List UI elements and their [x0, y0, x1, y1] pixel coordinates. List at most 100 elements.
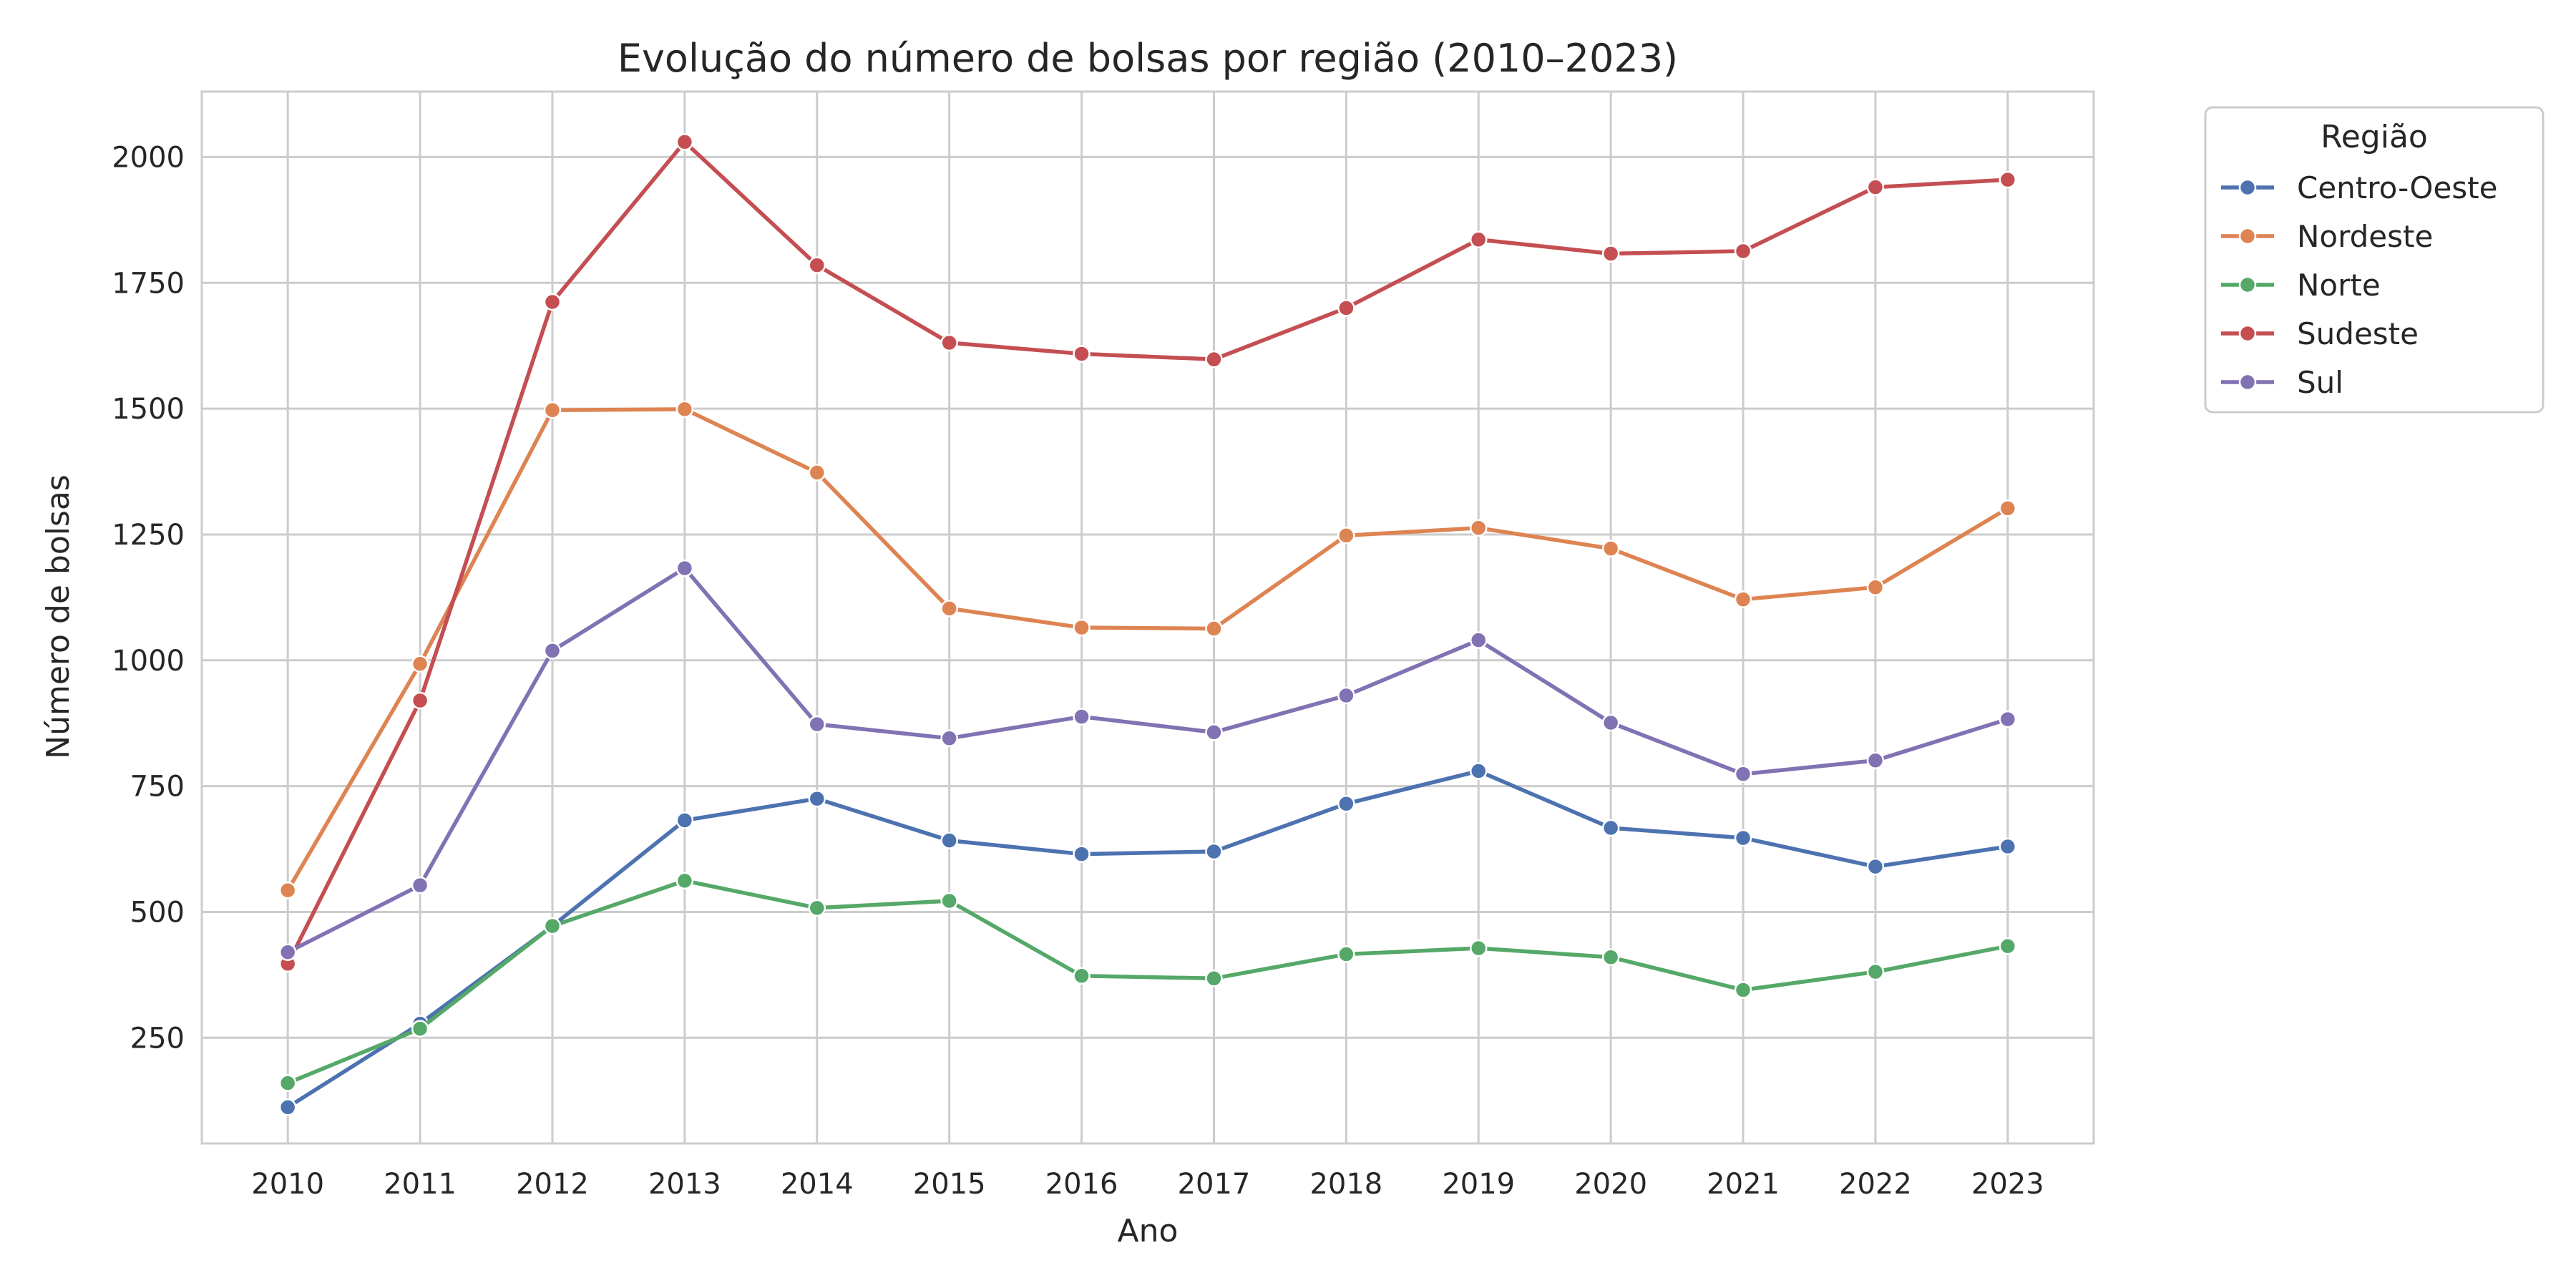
legend-items: Centro-Oeste Nordeste Norte Sudeste Sul	[2221, 170, 2498, 400]
data-point	[543, 917, 562, 935]
y-axis-label: Número de bolsas	[40, 474, 77, 759]
data-point	[1999, 710, 2017, 728]
legend-marker	[2238, 324, 2257, 343]
data-point	[1337, 794, 1355, 813]
data-point	[543, 401, 562, 419]
x-tick-label: 2013	[648, 1168, 721, 1201]
data-point	[675, 559, 694, 577]
series-line	[286, 566, 2010, 955]
data-point	[1469, 762, 1488, 780]
legend-label: Nordeste	[2297, 219, 2433, 254]
data-point	[278, 1074, 297, 1092]
data-point	[1999, 499, 2017, 517]
data-point	[1073, 345, 1091, 363]
y-tick-label: 1750	[112, 267, 185, 300]
data-point	[1337, 299, 1355, 317]
x-tick-label: 2011	[384, 1168, 457, 1201]
data-point	[940, 333, 958, 352]
data-point	[940, 729, 958, 748]
legend-marker	[2238, 178, 2257, 197]
legend-item: Nordeste	[2221, 219, 2433, 254]
data-point	[1205, 620, 1223, 638]
legend-title: Região	[2321, 119, 2428, 155]
legend: Região Centro-Oeste Nordeste Norte Sudeste S…	[2204, 106, 2545, 414]
y-tick-label: 2000	[112, 141, 185, 174]
data-point	[1469, 631, 1488, 649]
data-point	[1999, 170, 2017, 189]
data-point	[1205, 970, 1223, 987]
data-point	[1734, 590, 1752, 608]
data-point	[1601, 819, 1620, 837]
legend-label: Norte	[2297, 268, 2381, 303]
legend-label: Sudeste	[2297, 316, 2419, 351]
data-point	[543, 642, 562, 660]
data-point	[940, 892, 958, 910]
data-point	[1073, 618, 1091, 637]
legend-marker	[2238, 275, 2257, 294]
data-point	[1866, 578, 1885, 597]
x-tick-label: 2020	[1574, 1168, 1647, 1201]
y-tick-label: 1500	[112, 393, 185, 426]
x-tick-label: 2022	[1839, 1168, 1912, 1201]
data-point	[1601, 245, 1620, 263]
series-line	[286, 879, 2010, 1085]
data-point	[1073, 967, 1091, 985]
series-lines	[278, 133, 2017, 1116]
grid	[202, 92, 2094, 1143]
y-axis-ticks: 250 500 750 1000 1250 1500 1750 2000	[112, 141, 185, 1055]
legend-item: Centro-Oeste	[2221, 170, 2498, 205]
data-point	[1601, 713, 1620, 732]
x-tick-label: 2018	[1309, 1168, 1382, 1201]
data-point	[808, 464, 826, 482]
data-point	[411, 876, 429, 894]
data-point	[1866, 857, 1885, 876]
data-point	[1999, 937, 2017, 955]
data-point	[675, 872, 694, 890]
data-point	[1205, 723, 1223, 741]
legend-item: Sul	[2221, 365, 2343, 400]
x-tick-label: 2021	[1707, 1168, 1780, 1201]
legend-marker	[2238, 227, 2257, 245]
data-point	[1866, 962, 1885, 981]
x-tick-label: 2014	[781, 1168, 854, 1201]
data-point	[675, 400, 694, 419]
data-point	[411, 1020, 429, 1038]
data-point	[411, 655, 429, 673]
x-tick-label: 2019	[1442, 1168, 1515, 1201]
x-tick-label: 2012	[516, 1168, 589, 1201]
data-point	[808, 256, 826, 274]
series-nordeste	[278, 400, 2017, 899]
data-point	[808, 899, 826, 917]
y-tick-label: 500	[130, 896, 185, 929]
x-tick-label: 2017	[1178, 1168, 1251, 1201]
data-point	[1734, 829, 1752, 847]
series-sudeste	[278, 133, 2017, 973]
x-tick-label: 2015	[913, 1168, 986, 1201]
data-point	[1734, 765, 1752, 783]
data-point	[1601, 948, 1620, 967]
data-point	[1469, 519, 1488, 537]
data-point	[940, 600, 958, 618]
data-point	[1734, 242, 1752, 260]
data-point	[940, 831, 958, 849]
data-point	[543, 293, 562, 311]
data-point	[808, 789, 826, 808]
chart-title: Evolução do número de bolsas por região …	[618, 36, 1678, 81]
legend-item: Sudeste	[2221, 316, 2419, 351]
data-point	[1337, 686, 1355, 705]
data-point	[1073, 845, 1091, 863]
data-point	[278, 1098, 297, 1116]
y-tick-label: 750	[130, 771, 185, 804]
data-point	[675, 811, 694, 829]
data-point	[278, 943, 297, 961]
series-line	[286, 769, 2010, 1110]
x-axis-ticks: 2010 2011 2012 2013 2014 2015 2016 2017 2018 2019…	[251, 1168, 2044, 1201]
data-point	[1866, 751, 1885, 770]
data-point	[1205, 350, 1223, 369]
legend-label: Centro-Oeste	[2297, 170, 2498, 205]
series-sul	[278, 559, 2017, 961]
data-point	[1601, 540, 1620, 557]
plot-frame	[200, 90, 2095, 1145]
series-line	[286, 140, 2010, 966]
